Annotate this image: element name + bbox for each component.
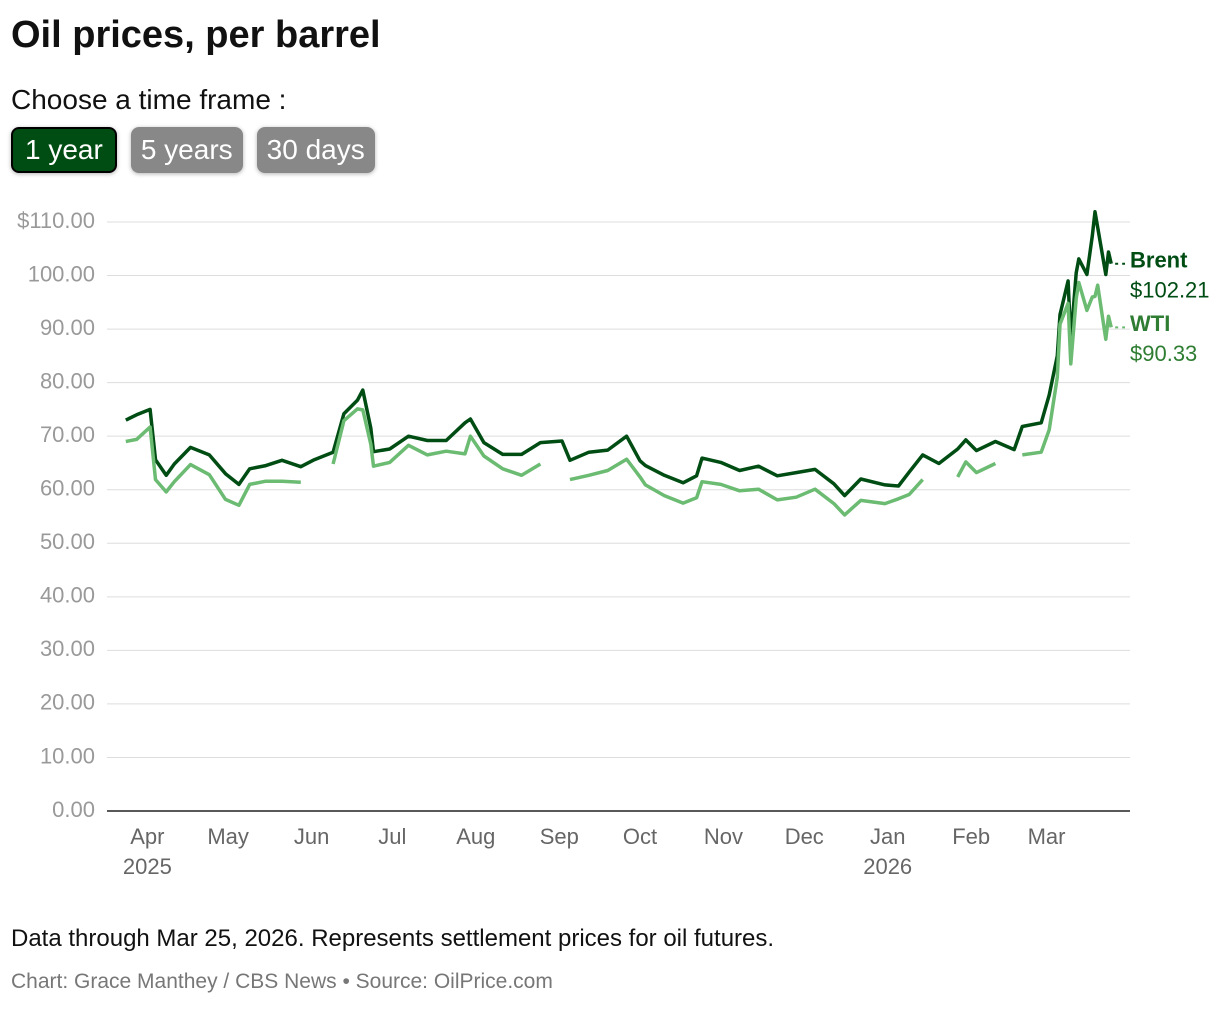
x-tick-label: Oct: [623, 824, 657, 849]
chart: 0.00 10.00 20.00 30.00 40.00 50.00 60.00 70.00 8…: [17, 208, 1210, 879]
x-tick-year: 2025: [123, 854, 172, 879]
y-tick-label: 20.00: [40, 690, 95, 715]
time-frame-button[interactable]: 5 years: [130, 127, 243, 173]
x-tick-label: Apr: [130, 824, 164, 849]
chart-title: Oil prices, per barrel: [11, 14, 381, 56]
series-label: WTI: [1130, 311, 1170, 336]
x-tick-label: Nov: [704, 824, 743, 849]
x-tick-label: Jun: [294, 824, 329, 849]
x-tick-label: Jan: [870, 824, 905, 849]
end-value-label: $102.21: [1130, 278, 1210, 303]
y-tick-label: 70.00: [40, 422, 95, 447]
time-frame-button[interactable]: 30 days: [256, 127, 375, 173]
y-tick-label: 30.00: [40, 636, 95, 661]
x-tick-label: Mar: [1028, 824, 1066, 849]
y-tick-label: 90.00: [40, 315, 95, 340]
time-frame-prompt: Choose a time frame :: [11, 84, 287, 115]
series-label: Brent: [1130, 248, 1188, 273]
y-tick-label: 100.00: [28, 261, 95, 286]
credit: Chart: Grace Manthey / CBS News • Source…: [11, 970, 553, 993]
y-tick-label: 60.00: [40, 476, 95, 501]
x-tick-label: May: [207, 824, 249, 849]
x-tick-label: Sep: [540, 824, 579, 849]
y-tick-label: $110.00: [17, 208, 95, 233]
y-tick-label: 40.00: [40, 583, 95, 608]
y-tick-label: 0.00: [52, 797, 95, 822]
y-tick-label: 80.00: [40, 368, 95, 393]
x-tick-year: 2026: [863, 854, 912, 879]
series-line: [125, 280, 1113, 517]
x-tick-label: Dec: [785, 824, 824, 849]
time-frame-buttons: 1 year 5 years 30 days: [11, 127, 375, 173]
series-line: [125, 210, 1113, 498]
y-tick-label: 50.00: [40, 529, 95, 554]
time-frame-button[interactable]: 1 year: [11, 127, 117, 173]
x-tick-label: Jul: [378, 824, 406, 849]
footnote: Data through Mar 25, 2026. Represents se…: [11, 925, 775, 952]
x-tick-label: Aug: [456, 824, 495, 849]
y-tick-label: 10.00: [40, 743, 95, 768]
x-tick-label: Feb: [952, 824, 990, 849]
end-value-label: $90.33: [1130, 341, 1197, 366]
